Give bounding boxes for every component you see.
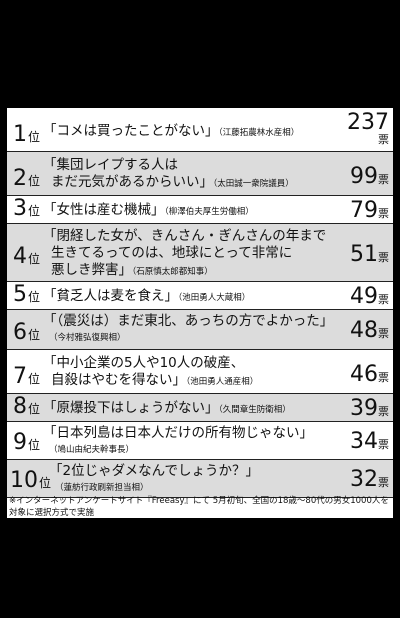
rank-label: 5位 — [13, 282, 41, 307]
ranking-row-3: 3位 「女性は産む機械」（柳澤伯夫厚生労働相） 79票 — [7, 196, 393, 224]
vote-count: 79票 — [350, 198, 389, 223]
vote-count: 237 票 — [347, 110, 389, 146]
quote-text: 「集団レイプする人は まだ元気があるからいい」（太田誠一衆院議員） — [43, 157, 294, 190]
rank-label: 10位 — [10, 468, 52, 493]
speaker-source: （蓮舫行政刷新担当相） — [55, 483, 149, 493]
speaker-source: （久間章生防衛相） — [218, 405, 291, 415]
rank-label: 8位 — [13, 394, 41, 419]
speaker-source: （池田勇人大蔵相） — [178, 293, 251, 303]
speaker-source: （太田誠一衆院議員） — [213, 179, 294, 189]
speaker-source: （池田勇人通産相） — [186, 377, 259, 387]
vote-count: 49票 — [350, 284, 389, 309]
ranking-row-10: 10位 「2位じゃダメなんでしょうか？」 （蓮舫行政刷新担当相） 32票 — [7, 460, 393, 498]
vote-count: 99票 — [350, 164, 389, 189]
speaker-source: （石原慎太郎都知事） — [132, 267, 213, 277]
quote-text: 「コメは買ったことがない」（江藤拓農林水産相） — [43, 123, 300, 139]
rank-label: 1位 — [13, 122, 41, 147]
rank-label: 9位 — [13, 430, 41, 455]
rank-label: 4位 — [13, 244, 41, 269]
quote-text: 「閉経した女が、きんさん・ぎんさんの年まで 生きてるってのは、地球にとって非常に… — [43, 228, 327, 278]
quote-text: 「貧乏人は麦を食え」（池田勇人大蔵相） — [43, 288, 251, 304]
ranking-row-1: 1位 「コメは買ったことがない」（江藤拓農林水産相） 237 票 — [7, 108, 393, 152]
ranking-row-4: 4位 「閉経した女が、きんさん・ぎんさんの年まで 生きてるってのは、地球にとって… — [7, 224, 393, 282]
speaker-source: （江藤拓農林水産相） — [218, 128, 300, 138]
quote-text: 「日本列島は日本人だけの所有物じゃない」 （鳩山由紀夫幹事長） — [43, 425, 313, 455]
speaker-source: （鳩山由紀夫幹事長） — [49, 445, 135, 455]
vote-count: 32票 — [350, 467, 389, 492]
vote-count: 46票 — [350, 362, 389, 387]
quote-text: 「中小企業の5人や10人の破産、 自殺はやむを得ない」（池田勇人通産相） — [43, 355, 259, 388]
vote-count: 39票 — [350, 396, 389, 421]
vote-count: 48票 — [350, 318, 389, 343]
ranking-row-6: 6位 「（震災は）まだ東北、あっちの方でよかった」 （今村雅弘復興相） 48票 — [7, 310, 393, 350]
quote-text: 「原爆投下はしょうがない」（久間章生防衛相） — [43, 400, 291, 416]
ranking-panel: 1位 「コメは買ったことがない」（江藤拓農林水産相） 237 票 2位 「集団レイ… — [7, 108, 393, 518]
speaker-source: （今村雅弘復興相） — [49, 333, 126, 343]
survey-footnote: ※インターネットアンケートサイト『Freeasy』にて 5月初旬、全国の18歳～… — [9, 496, 389, 518]
rank-label: 6位 — [13, 320, 41, 345]
quote-text: 「女性は産む機械」（柳澤伯夫厚生労働相） — [43, 202, 254, 218]
rank-label: 2位 — [13, 166, 41, 191]
ranking-row-2: 2位 「集団レイプする人は まだ元気があるからいい」（太田誠一衆院議員） 99票 — [7, 152, 393, 196]
ranking-row-7: 7位 「中小企業の5人や10人の破産、 自殺はやむを得ない」（池田勇人通産相） … — [7, 350, 393, 394]
ranking-row-8: 8位 「原爆投下はしょうがない」（久間章生防衛相） 39票 — [7, 394, 393, 422]
rank-label: 3位 — [13, 196, 41, 221]
quote-text: 「（震災は）まだ東北、あっちの方でよかった」 （今村雅弘復興相） — [43, 313, 334, 343]
speaker-source: （柳澤伯夫厚生労働相） — [164, 207, 254, 217]
quote-text: 「2位じゃダメなんでしょうか？」 （蓮舫行政刷新担当相） — [49, 463, 260, 493]
ranking-row-5: 5位 「貧乏人は麦を食え」（池田勇人大蔵相） 49票 — [7, 282, 393, 310]
vote-count: 34票 — [350, 429, 389, 454]
rank-label: 7位 — [13, 364, 41, 389]
vote-count: 51票 — [350, 242, 389, 267]
ranking-row-9: 9位 「日本列島は日本人だけの所有物じゃない」 （鳩山由紀夫幹事長） 34票 — [7, 422, 393, 460]
